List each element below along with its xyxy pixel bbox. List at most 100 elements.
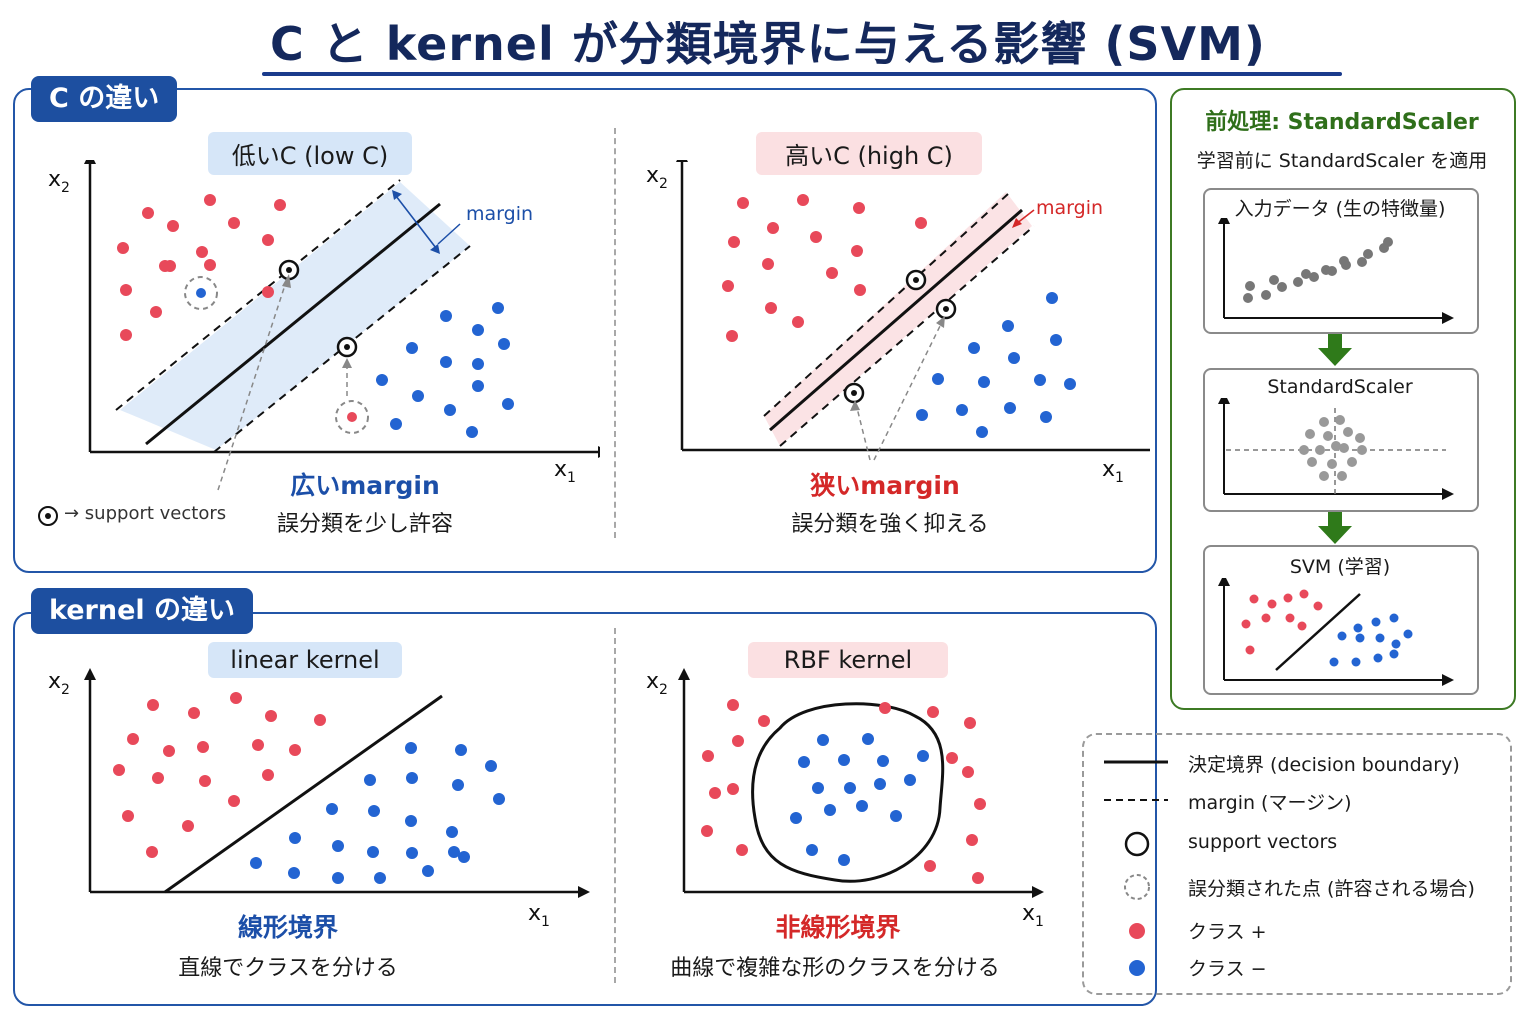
class-minus-point: [374, 872, 386, 884]
decision-boundary: [769, 208, 1023, 432]
class-minus-point: [851, 245, 863, 257]
legend-plus-label: クラス +: [1188, 921, 1267, 943]
y-axis-arrowhead: [1218, 218, 1230, 224]
class-plus-point: [188, 707, 200, 719]
pointer-line: [873, 319, 944, 461]
class-minus-point: [792, 316, 804, 328]
class-plus-point: [146, 846, 158, 858]
class-plus-point: [274, 199, 286, 211]
class-plus-point: [147, 699, 159, 711]
misclassified-ring: [335, 400, 369, 434]
margin-line-upper: [115, 179, 401, 411]
class-minus-point: [806, 844, 818, 856]
class-plus-point: [150, 306, 162, 318]
rbf-kernel-plot: x1 x2: [646, 668, 1044, 928]
class-plus-point: [946, 752, 958, 764]
class-plus-point: [265, 710, 277, 722]
class-plus-point: [1313, 601, 1323, 611]
class-minus-point: [765, 302, 777, 314]
class-plus-point: [1285, 613, 1295, 623]
arrow-down-icon: [1318, 334, 1352, 366]
class-plus-point: [701, 825, 713, 837]
scaled-point: [1307, 457, 1317, 467]
decision-boundary: [164, 694, 443, 894]
class-plus-point: [167, 220, 179, 232]
class-plus-point: [732, 735, 744, 747]
class-minus-point: [853, 202, 865, 214]
blue-dot-icon: [1129, 960, 1145, 976]
class-minus-point: [854, 284, 866, 296]
margin-label: margin: [1036, 197, 1103, 219]
class-minus-point: [498, 338, 510, 350]
x-axis-arrowhead: [1442, 674, 1454, 686]
class-plus-point: [159, 260, 171, 272]
support-vector-icon: [1124, 831, 1150, 857]
y-axis-arrowhead: [678, 668, 690, 680]
decision-boundary: [1275, 593, 1361, 671]
class-minus-point: [364, 774, 376, 786]
class-minus-point: [767, 222, 779, 234]
class-minus-point: [737, 197, 749, 209]
class-minus-point: [455, 744, 467, 756]
class-minus-point: [810, 231, 822, 243]
class-plus-point: [142, 207, 154, 219]
scaled-point: [1299, 445, 1309, 455]
class-minus-point: [466, 426, 478, 438]
scaled-point: [1347, 457, 1357, 467]
class-minus-point: [390, 418, 402, 430]
x-axis-subscript: 1: [567, 470, 576, 486]
kernel-section-tab: kernel の違い: [31, 588, 254, 634]
class-minus-point: [502, 398, 514, 410]
class-minus-point: [1389, 649, 1399, 659]
class-minus-point: [904, 774, 916, 786]
class-minus-point: [812, 782, 824, 794]
class-minus-point: [862, 733, 874, 745]
class-minus-point: [1353, 623, 1363, 633]
class-plus-point: [879, 702, 891, 714]
class-minus-point: [367, 846, 379, 858]
y-axis-arrowhead: [84, 160, 96, 164]
class-plus-point: [152, 772, 164, 784]
class-minus-point: [485, 760, 497, 772]
class-minus-point: [440, 310, 452, 322]
class-plus-point: [709, 787, 721, 799]
class-plus-point: [196, 246, 208, 258]
c-section-tab: C の違い: [31, 76, 178, 122]
y-axis-label: x2: [48, 669, 70, 698]
scaled-point: [1315, 445, 1325, 455]
high-c-plot: x1 x2 margin: [646, 160, 1150, 486]
pointer-arrowhead: [282, 274, 291, 288]
scaled-point: [1319, 471, 1329, 481]
c-section-divider: [614, 128, 616, 538]
class-minus-point: [406, 847, 418, 859]
class-minus-point: [932, 373, 944, 385]
class-plus-point: [972, 872, 984, 884]
class-minus-point: [440, 356, 452, 368]
low-c-plot: x1 x2 margin: [48, 160, 600, 491]
data-point: [1245, 281, 1255, 291]
y-axis-label: x2: [646, 669, 668, 698]
class-minus-point: [915, 217, 927, 229]
x-axis-arrowhead: [578, 886, 590, 898]
class-plus-point: [120, 284, 132, 296]
class-plus-point: [1297, 621, 1307, 631]
class-plus-point: [314, 714, 326, 726]
high-c-pill: 高いC (high C): [756, 132, 982, 175]
class-plus-point: [1267, 599, 1277, 609]
margin-leader-line: [437, 223, 461, 245]
pointer-line: [855, 403, 871, 461]
x-axis-subscript: 1: [541, 914, 550, 928]
data-point: [1309, 272, 1319, 282]
class-minus-point: [726, 330, 738, 342]
red-dot-icon: [1129, 923, 1145, 939]
x-axis-label: x1: [528, 901, 550, 928]
class-minus-point: [797, 194, 809, 206]
class-plus-point: [199, 775, 211, 787]
class-plus-point: [262, 769, 274, 781]
x-axis-label: x1: [554, 457, 576, 486]
pointer-arrowhead: [936, 316, 945, 328]
class-minus-point: [412, 390, 424, 402]
preprocess-subtitle: 学習前に StandardScaler を適用: [1196, 150, 1488, 172]
class-plus-point: [1245, 645, 1255, 655]
support-vector-center: [943, 306, 949, 312]
